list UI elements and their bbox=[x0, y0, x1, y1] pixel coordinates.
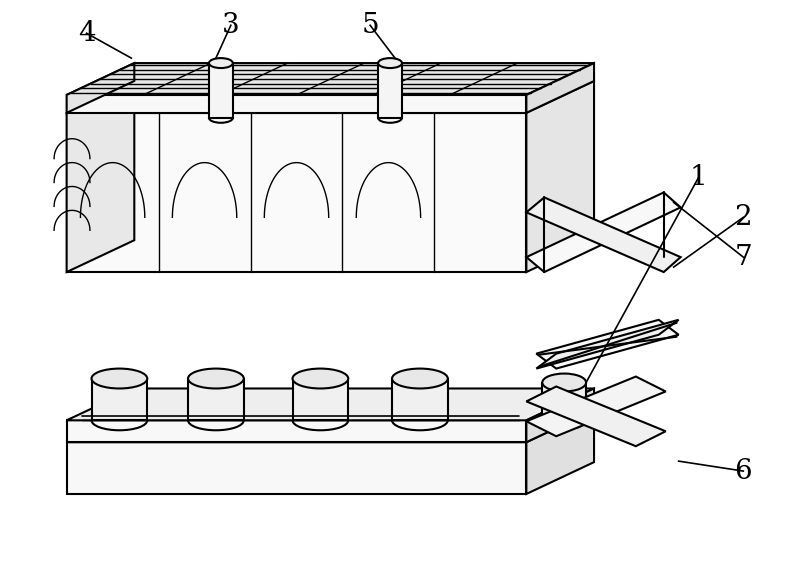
Polygon shape bbox=[66, 63, 594, 95]
Polygon shape bbox=[66, 442, 526, 494]
Polygon shape bbox=[66, 411, 594, 442]
Text: 6: 6 bbox=[734, 458, 752, 485]
Polygon shape bbox=[378, 63, 402, 118]
Polygon shape bbox=[526, 192, 681, 272]
Text: 3: 3 bbox=[222, 12, 240, 39]
Ellipse shape bbox=[392, 369, 448, 388]
Polygon shape bbox=[66, 63, 134, 113]
Polygon shape bbox=[66, 81, 134, 272]
Polygon shape bbox=[392, 379, 448, 420]
Text: 1: 1 bbox=[690, 164, 707, 191]
Ellipse shape bbox=[209, 58, 233, 68]
Ellipse shape bbox=[293, 369, 348, 388]
Polygon shape bbox=[526, 376, 666, 436]
Polygon shape bbox=[209, 63, 233, 118]
Polygon shape bbox=[536, 320, 678, 369]
Ellipse shape bbox=[91, 369, 147, 388]
Text: 7: 7 bbox=[734, 244, 752, 270]
Ellipse shape bbox=[542, 374, 586, 391]
Polygon shape bbox=[526, 197, 681, 272]
Polygon shape bbox=[293, 379, 348, 420]
Polygon shape bbox=[66, 388, 594, 420]
Polygon shape bbox=[526, 388, 594, 442]
Ellipse shape bbox=[378, 58, 402, 68]
Polygon shape bbox=[66, 81, 594, 113]
Text: 4: 4 bbox=[78, 20, 95, 46]
Polygon shape bbox=[66, 420, 526, 442]
Polygon shape bbox=[66, 95, 526, 113]
Polygon shape bbox=[536, 320, 678, 369]
Text: 5: 5 bbox=[362, 12, 379, 39]
Text: 2: 2 bbox=[734, 204, 752, 231]
Polygon shape bbox=[188, 379, 244, 420]
Polygon shape bbox=[526, 411, 594, 494]
Polygon shape bbox=[526, 81, 594, 272]
Polygon shape bbox=[526, 63, 594, 113]
Ellipse shape bbox=[188, 369, 244, 388]
Polygon shape bbox=[91, 379, 147, 420]
Polygon shape bbox=[542, 383, 586, 420]
Polygon shape bbox=[526, 387, 666, 446]
Polygon shape bbox=[66, 113, 526, 272]
